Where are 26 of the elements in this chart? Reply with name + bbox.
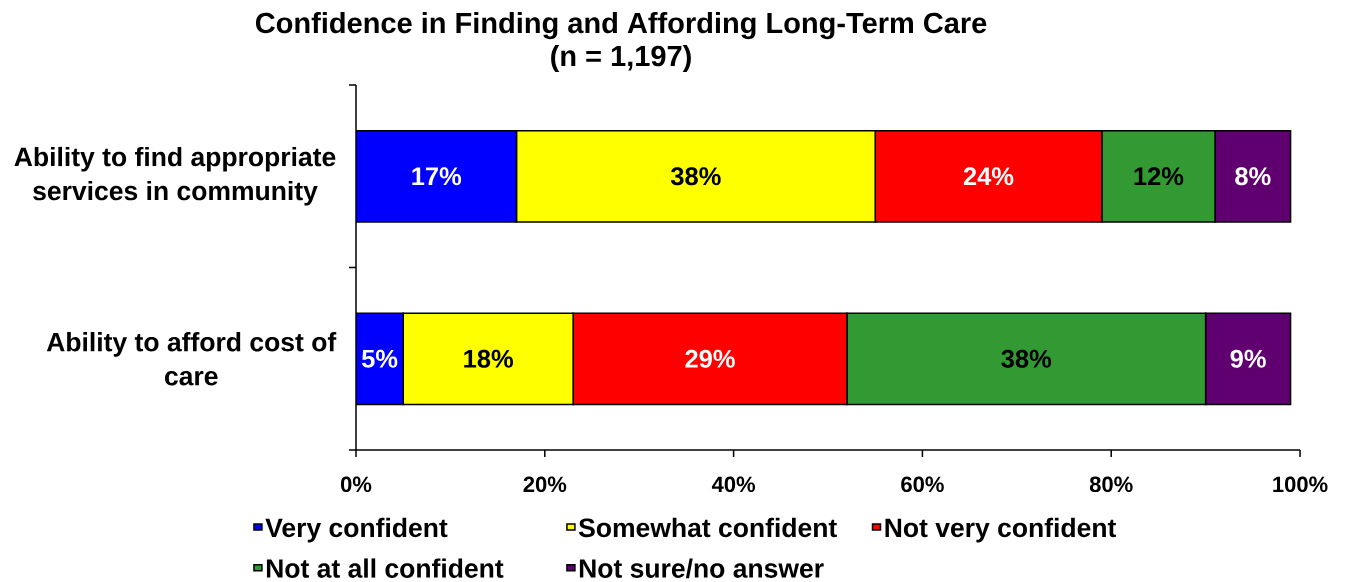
legend-label: Not very confident [885, 517, 1117, 543]
data-label: 38% [1001, 349, 1052, 368]
data-label: 17% [412, 167, 462, 186]
legend-label: Somewhat confident [578, 517, 837, 538]
legend-label: Not sure/no answer [579, 558, 824, 579]
legend-label: Not at all confident [266, 558, 504, 578]
data-label: 8% [1235, 167, 1271, 186]
chart-title: Confidence in Finding and Affording Long-Term Care [255, 11, 987, 40]
x-tick-label: 0% [340, 476, 372, 493]
legend-label: Very confident [265, 517, 448, 543]
data-label: 12% [1134, 167, 1184, 186]
data-label: 5% [361, 349, 398, 368]
bar [356, 129, 518, 223]
data-label: 24% [963, 167, 1014, 186]
x-tick-label: 20% [523, 476, 567, 493]
x-tick-label: 60% [901, 476, 944, 493]
y-tick-label: Ability to find appropriate services in community [14, 146, 336, 206]
data-label: 29% [685, 349, 735, 368]
x-tick-label: 40% [711, 476, 756, 493]
data-label: 9% [1230, 349, 1266, 368]
x-tick-label: 80% [1089, 476, 1133, 493]
data-label: 18% [464, 349, 513, 368]
y-tick-label: Ability to afford cost of care [46, 332, 337, 386]
data-label: 38% [670, 167, 721, 186]
chart-subtitle: (n = 1,197) [551, 44, 691, 73]
x-tick-label: 100% [1273, 476, 1328, 493]
